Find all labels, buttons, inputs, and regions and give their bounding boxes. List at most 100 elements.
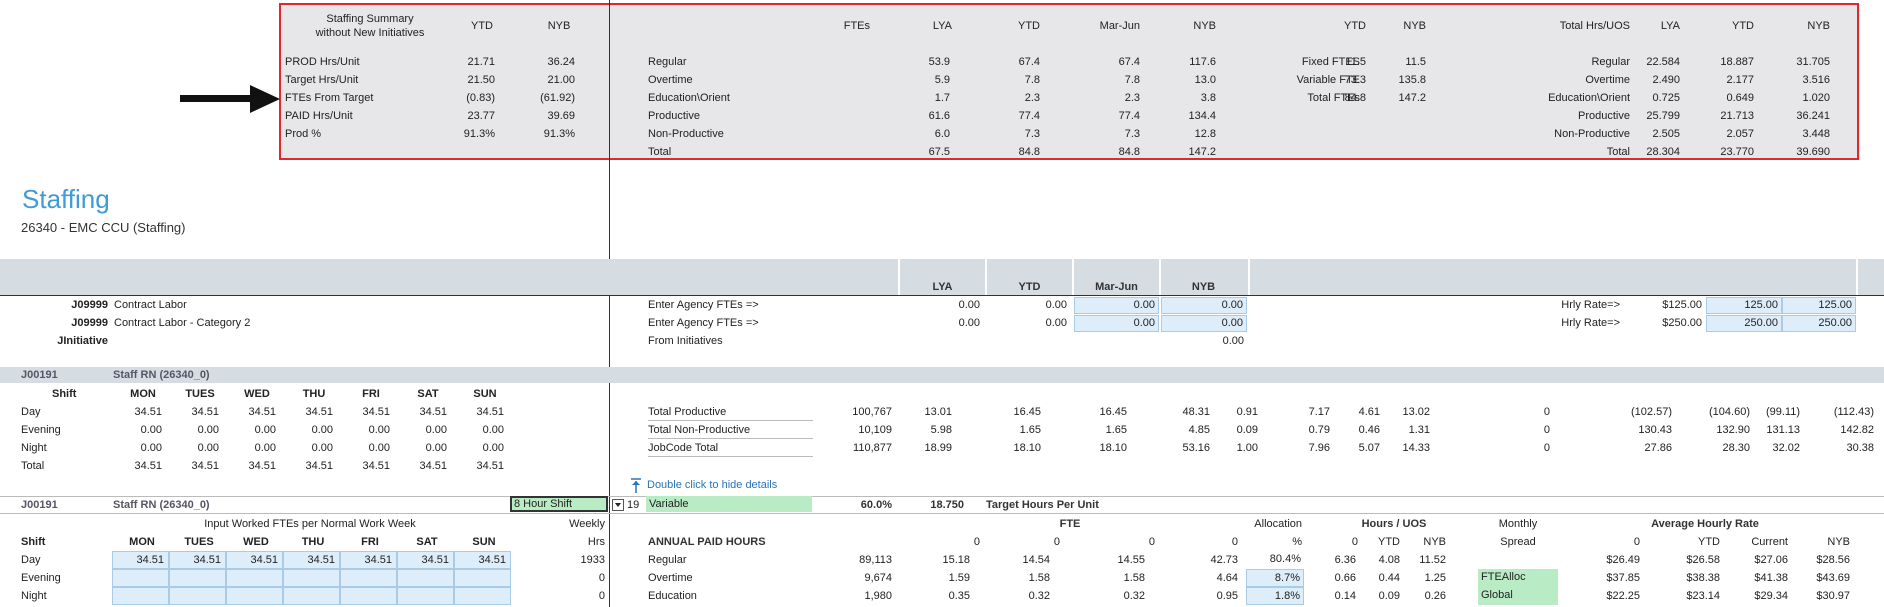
summary-fte-label: Fixed FTES [1301, 56, 1360, 68]
shift-fte-value: 0.00 [254, 424, 276, 436]
shift-fte-input[interactable] [340, 587, 397, 605]
shift-fte-input[interactable] [283, 569, 340, 587]
section2-top-rule [0, 496, 1884, 497]
contract-marjun-input[interactable]: 0.00 [1074, 315, 1159, 332]
shift-fte-input[interactable] [226, 587, 283, 605]
collapse-arrow-icon[interactable] [630, 478, 642, 494]
shift-fte-input[interactable]: 34.51 [169, 551, 226, 569]
shift-fte-input-value: 34.51 [478, 554, 506, 566]
avg-rate-value: $27.06 [1754, 554, 1788, 566]
spread-select[interactable]: Global [1478, 587, 1558, 605]
shift-fte-value: 0.00 [197, 424, 219, 436]
avg-rate-value: $29.34 [1754, 590, 1788, 602]
shift-fte-input[interactable]: 34.51 [283, 551, 340, 569]
summary-mid-marjun: 7.8 [1124, 74, 1140, 86]
jobcode-summary-value: (99.11) [1765, 406, 1800, 418]
variable-cell[interactable]: Variable [646, 496, 812, 512]
fte-value: 0.32 [1123, 590, 1145, 602]
jobcode-summary-value: 18.99 [924, 442, 952, 454]
jobcode-summary-value: 142.82 [1840, 424, 1874, 436]
shift-dropdown-button[interactable] [612, 499, 624, 511]
shift-fte-input[interactable] [112, 569, 169, 587]
summary-mid-lya: 61.6 [928, 110, 950, 122]
shift-label: Evening [21, 424, 61, 436]
shift-type-select[interactable]: 8 Hour Shift [510, 496, 608, 512]
shift-fte-input[interactable]: 34.51 [454, 551, 511, 569]
summary-mid-ytd: 2.3 [1024, 92, 1040, 104]
summary-mid-ytd: 7.8 [1024, 74, 1040, 86]
shift-fte-input-value [341, 588, 396, 590]
shift-fte-input-value [113, 570, 168, 572]
shift-fte-input[interactable] [169, 587, 226, 605]
shift-fte-input-value [398, 588, 453, 590]
jobcode-summary-value: 0.91 [1236, 406, 1258, 418]
allocation-value: 80.4% [1246, 551, 1304, 569]
input-ftes-title: Input Worked FTEs per Normal Work Week [204, 518, 416, 530]
shift-fte-input-value: 34.51 [250, 554, 278, 566]
allocation-input[interactable]: 8.7% [1246, 569, 1304, 587]
column-header-band [0, 259, 1884, 295]
shift-fte-input-value [398, 570, 453, 572]
jobcode-summary-value: (104.60) [1709, 406, 1750, 418]
shift-fte-input-value: 34.51 [307, 554, 335, 566]
avg-rate-value: $43.69 [1816, 572, 1850, 584]
shift-fte-input-value: 34.51 [421, 554, 449, 566]
summary-mid-nyb-header: NYB [1193, 20, 1216, 32]
jobcode-summary-value: 1.00 [1236, 442, 1258, 454]
arrow-right-icon [180, 85, 280, 113]
jobcode-summary-value: 13.01 [924, 406, 952, 418]
hourly-rate-input[interactable]: 125.00 [1782, 297, 1856, 314]
contract-nyb-input[interactable]: 0.00 [1161, 297, 1247, 314]
band-bottom-rule [0, 295, 1884, 296]
contract-nyb: 0.00 [1222, 335, 1244, 347]
summary-right-nyb: 3.448 [1802, 128, 1830, 140]
day-header: MON [130, 388, 156, 400]
jobcode-summary-value: 1.31 [1408, 424, 1430, 436]
shift-fte-input-value: 34.51 [364, 554, 392, 566]
summary-fte-ytd: 84.8 [1344, 92, 1366, 104]
hourly-rate-input[interactable]: 250.00 [1706, 315, 1782, 332]
summary-right-lya: 2.505 [1652, 128, 1680, 140]
day-header: SAT [417, 388, 439, 400]
shift-fte-input[interactable] [283, 587, 340, 605]
shift-fte-input[interactable] [340, 569, 397, 587]
fte-col1-header: 0 [973, 536, 980, 548]
paid-hours-label: Education [648, 590, 697, 602]
summary-left-title: Staffing Summary without New Initiatives [300, 12, 440, 40]
shift-label: Evening [21, 572, 61, 584]
summary-right-lya: 28.304 [1646, 146, 1680, 158]
summary-mid-nyb: 3.8 [1200, 92, 1216, 104]
shift-fte-value: 34.51 [362, 406, 390, 418]
shift-fte-input-value [227, 588, 282, 590]
spread-header: Spread [1500, 536, 1536, 548]
hide-details-link[interactable]: Double click to hide details [647, 479, 778, 491]
contract-nyb-input[interactable]: 0.00 [1161, 315, 1247, 332]
shift-fte-input[interactable] [397, 569, 454, 587]
contract-marjun-input[interactable]: 0.00 [1074, 297, 1159, 314]
shift-fte-input[interactable]: 34.51 [226, 551, 283, 569]
shift-fte-input[interactable] [397, 587, 454, 605]
spread-select[interactable]: FTEAlloc [1478, 569, 1558, 587]
shift-fte-input[interactable] [226, 569, 283, 587]
summary-mid-nyb: 13.0 [1194, 74, 1216, 86]
shift-fte-input[interactable] [454, 569, 511, 587]
shift-fte-input[interactable] [169, 569, 226, 587]
contract-marjun-value: 0.00 [1133, 299, 1155, 311]
shift-fte-input[interactable] [112, 587, 169, 605]
fte-value: 14.55 [1117, 554, 1145, 566]
fte-value: 1.59 [948, 572, 970, 584]
hourly-rate-input[interactable]: 125.00 [1706, 297, 1782, 314]
summary-mid-ytd: 7.3 [1024, 128, 1040, 140]
band-marjun-header: Mar-Jun [1095, 281, 1138, 293]
shift-fte-input[interactable]: 34.51 [112, 551, 169, 569]
shift-fte-input[interactable] [454, 587, 511, 605]
hourly-rate-input[interactable]: 250.00 [1782, 315, 1856, 332]
summary-right-ytd: 2.177 [1726, 74, 1754, 86]
band-separator [1248, 259, 1250, 295]
allocation-input[interactable]: 1.8% [1246, 587, 1304, 605]
shift-fte-input-value: 34.51 [193, 554, 221, 566]
shift-type-select-value: 8 Hour Shift [514, 498, 573, 510]
shift-fte-input[interactable]: 34.51 [340, 551, 397, 569]
shift-fte-input[interactable]: 34.51 [397, 551, 454, 569]
hours-uos-value: 6.36 [1334, 554, 1356, 566]
